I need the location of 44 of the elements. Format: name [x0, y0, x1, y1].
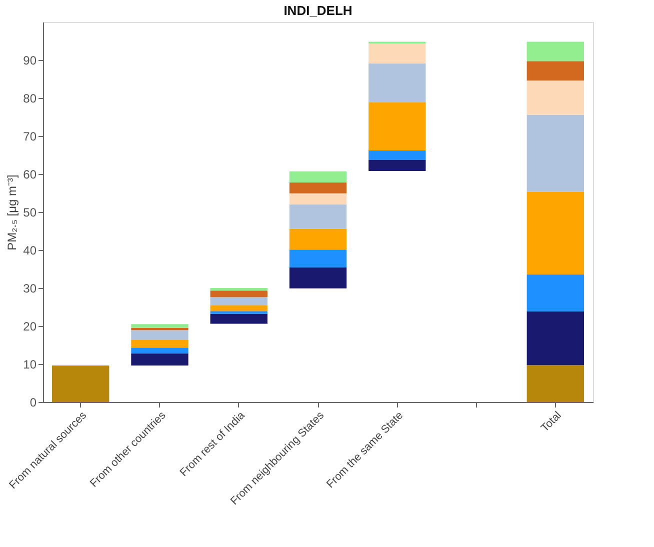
bar	[289, 193, 347, 204]
bar	[526, 80, 584, 115]
bar	[368, 160, 426, 171]
bar	[131, 324, 188, 328]
bar	[131, 340, 188, 348]
bar	[289, 182, 347, 194]
bar	[210, 290, 268, 298]
y-tick-label: 60	[23, 168, 37, 182]
y-tick-label: 20	[23, 320, 37, 334]
bar	[368, 150, 426, 160]
bar	[526, 365, 584, 402]
y-tick-label: 30	[23, 282, 37, 296]
y-tick-label: 70	[23, 130, 37, 144]
bar	[368, 102, 426, 150]
bar	[210, 314, 268, 324]
bar	[131, 353, 188, 366]
bar	[210, 288, 268, 291]
bar	[289, 171, 347, 182]
bar	[289, 228, 347, 250]
y-axis-title: PM₂.₅ [μg m⁻³]	[5, 174, 20, 250]
bar	[368, 63, 426, 102]
bar	[526, 192, 584, 274]
bar	[52, 366, 110, 402]
bar	[210, 305, 268, 312]
bar	[526, 42, 584, 62]
y-tick-label: 0	[30, 396, 37, 410]
bar	[526, 312, 584, 366]
bar	[526, 114, 584, 192]
bar	[210, 297, 268, 306]
bar	[210, 311, 268, 314]
bar	[526, 274, 584, 312]
y-tick-label: 50	[23, 206, 37, 220]
y-tick-label: 40	[23, 244, 37, 258]
bar	[526, 61, 584, 81]
y-tick-label: 90	[23, 54, 37, 68]
chart-title: INDI_DELH	[284, 3, 352, 18]
bar	[289, 204, 347, 229]
y-tick-label: 80	[23, 92, 37, 106]
bar	[289, 267, 347, 288]
bar	[289, 250, 347, 268]
bar	[368, 44, 426, 64]
bar	[131, 348, 188, 354]
bar	[131, 330, 188, 340]
y-tick-label: 10	[23, 358, 37, 372]
